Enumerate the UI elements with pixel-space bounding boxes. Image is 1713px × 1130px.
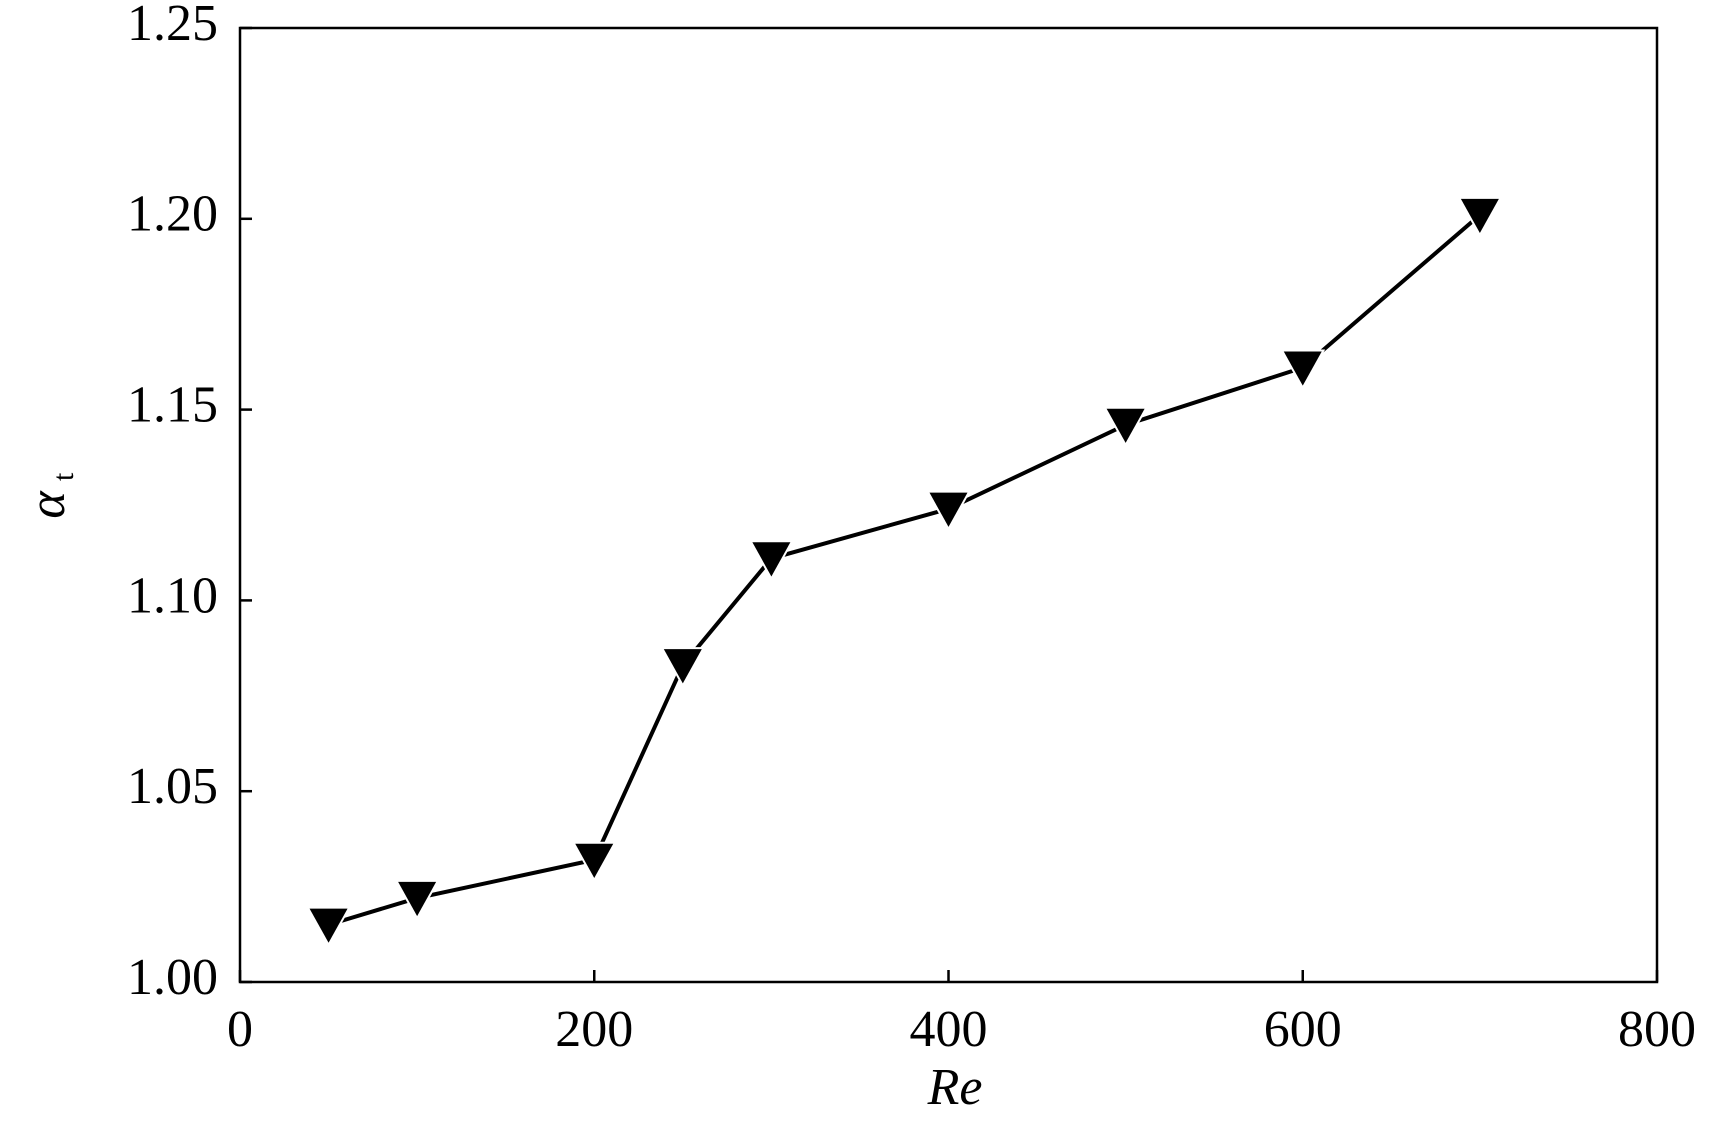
y-axis-subscript: t — [47, 472, 80, 481]
y-tick-label: 1.00 — [127, 949, 218, 1006]
marker — [1280, 349, 1326, 390]
x-tick-label: 0 — [227, 1001, 253, 1058]
marker — [1103, 406, 1149, 448]
y-tick-label: 1.20 — [127, 186, 218, 243]
y-tick-label: 1.25 — [127, 0, 218, 52]
x-tick-label: 400 — [910, 1001, 988, 1058]
y-tick-label: 1.05 — [127, 758, 218, 815]
marker — [306, 906, 351, 947]
marker — [1457, 196, 1503, 238]
y-tick-label: 1.15 — [127, 377, 218, 434]
data-line — [327, 213, 1482, 927]
marker — [394, 879, 440, 921]
y-axis-label: α t — [19, 472, 80, 519]
x-tick-label: 800 — [1618, 1001, 1696, 1058]
x-axis-label: Re — [927, 1059, 983, 1116]
marker — [571, 841, 617, 883]
y-tick-label: 1.10 — [127, 567, 218, 624]
y-axis-symbol: α — [19, 490, 76, 519]
marker — [926, 490, 971, 531]
marker — [660, 647, 706, 688]
x-tick-label: 200 — [555, 1001, 633, 1058]
marker — [748, 540, 794, 581]
x-tick-label: 600 — [1264, 1001, 1342, 1058]
